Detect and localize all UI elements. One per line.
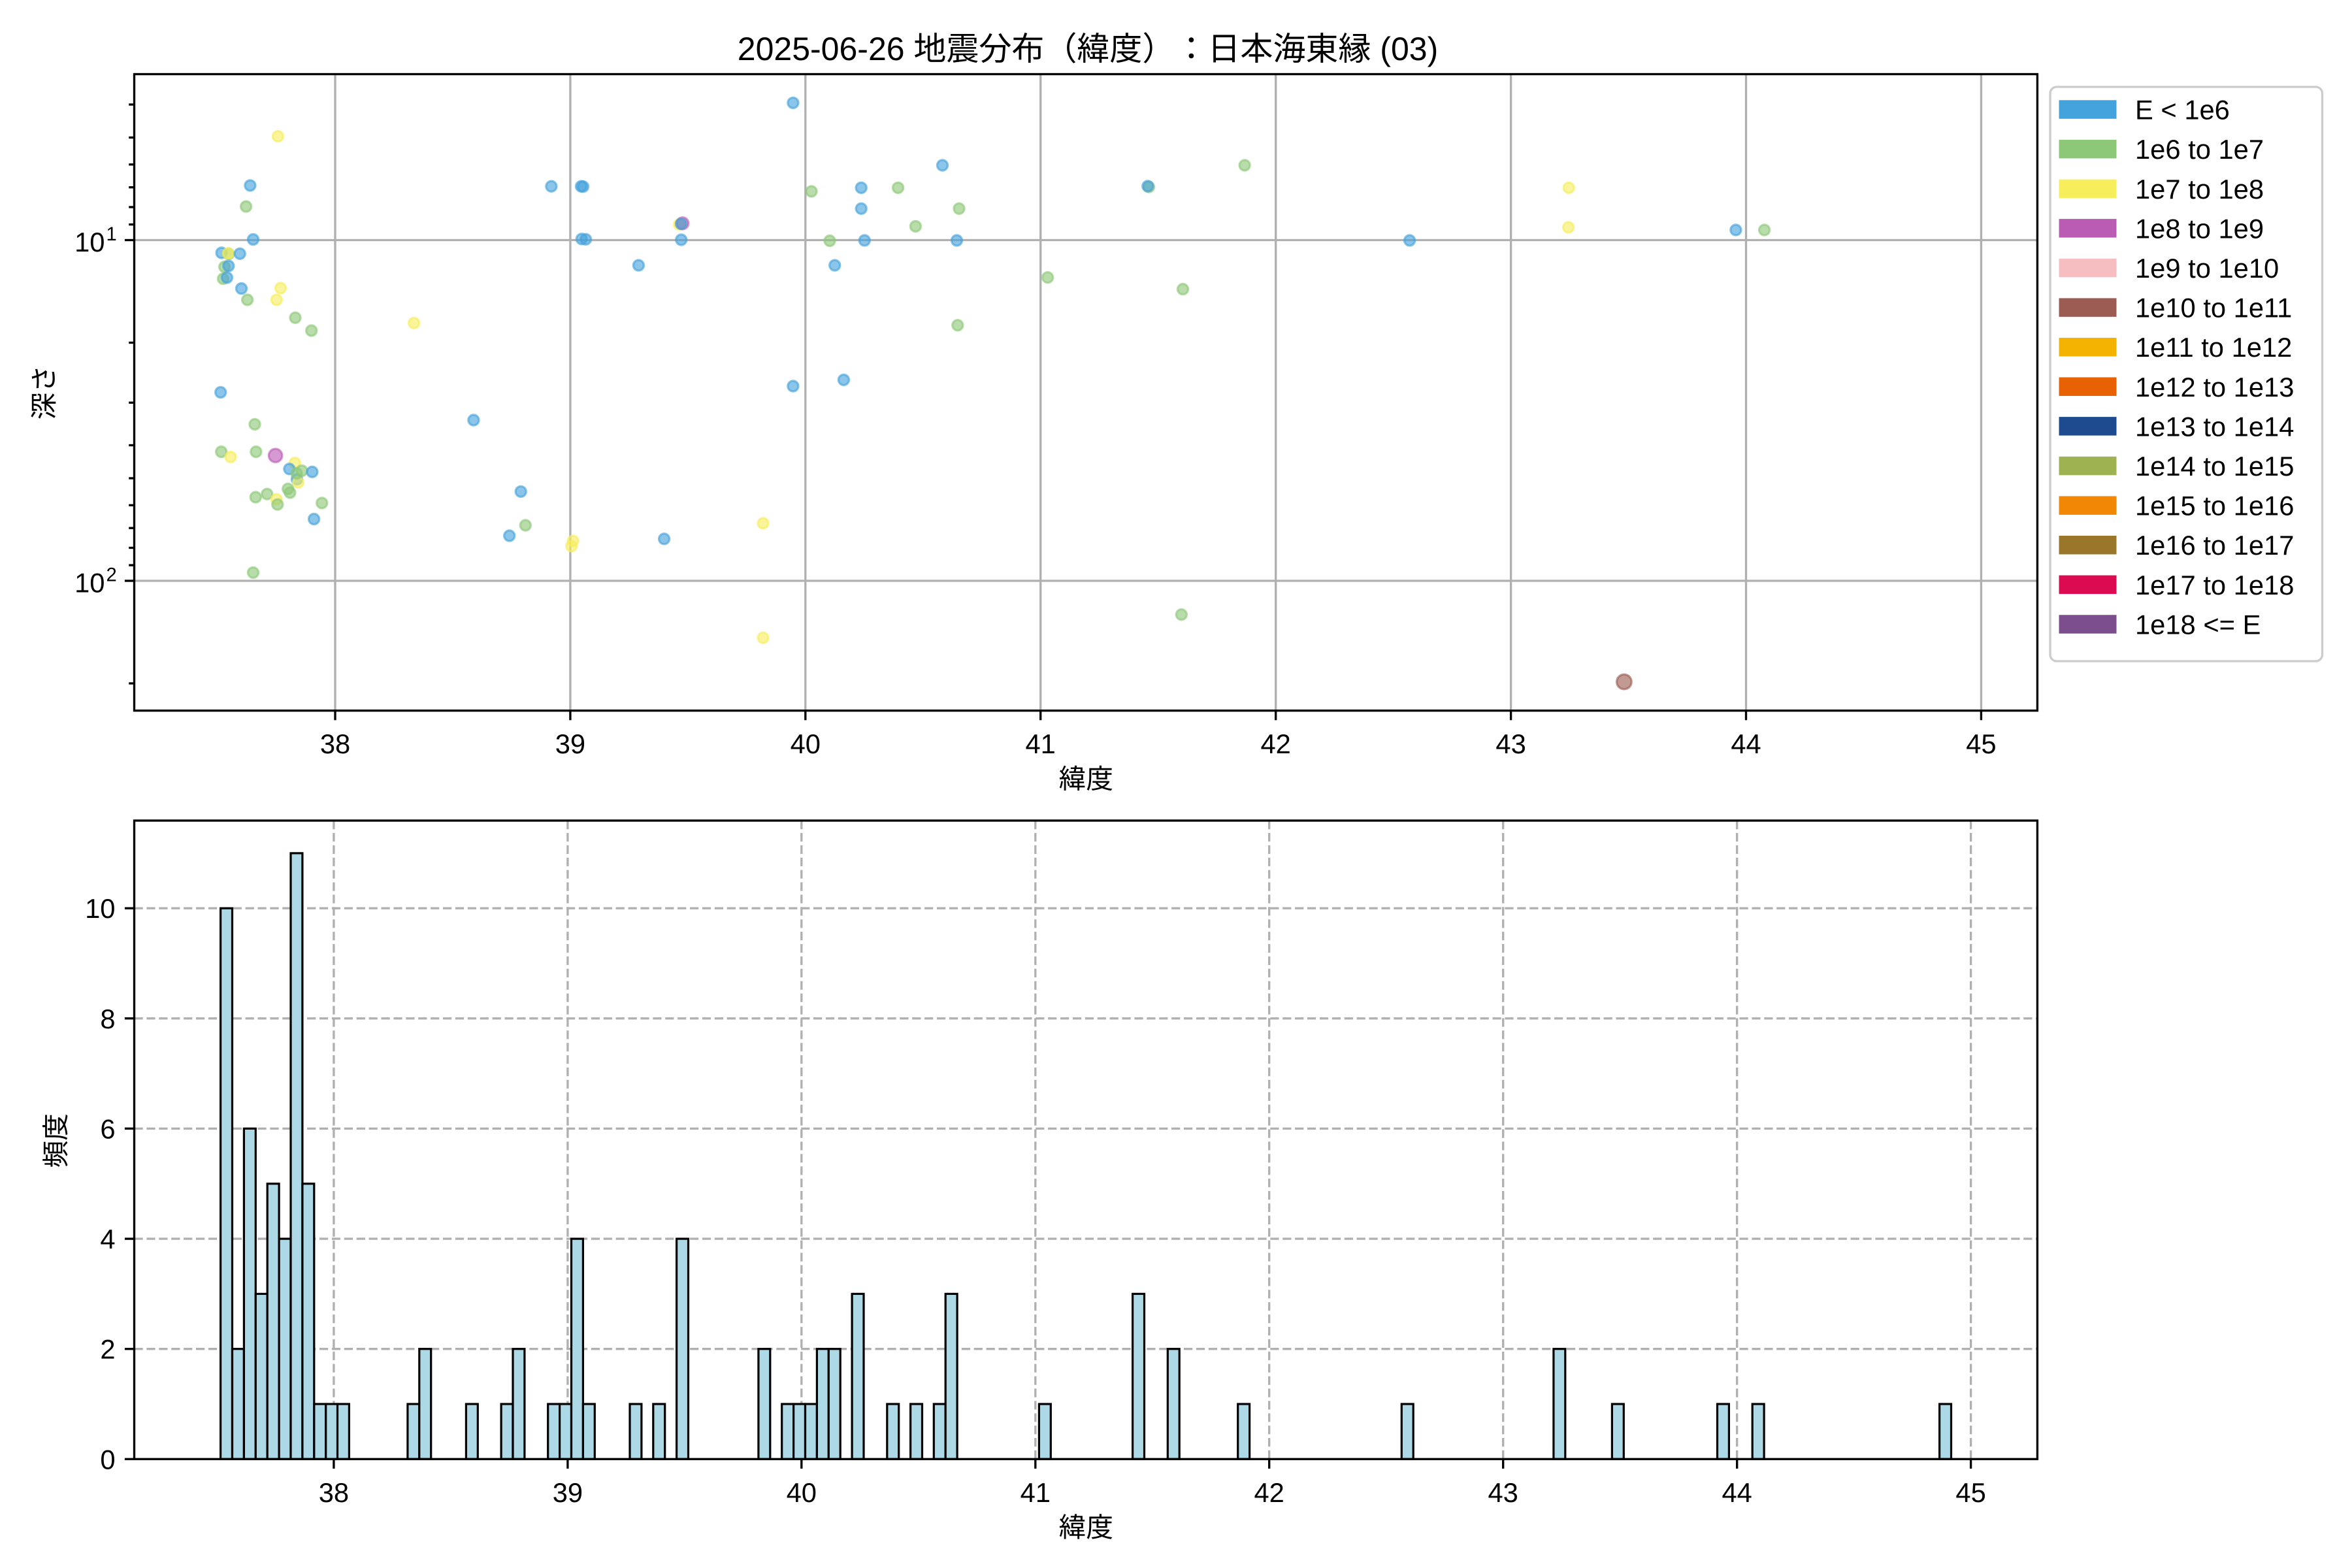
svg-text:45: 45 [1955,1477,1985,1508]
svg-text:10: 10 [85,893,115,924]
svg-text:1e10 to 1e11: 1e10 to 1e11 [2135,293,2292,323]
svg-text:2: 2 [106,565,117,586]
svg-text:10: 10 [74,227,105,257]
svg-text:43: 43 [1495,728,1526,759]
svg-text:6: 6 [100,1113,115,1144]
svg-text:38: 38 [319,1477,349,1508]
svg-text:1e16 to 1e17: 1e16 to 1e17 [2135,530,2294,561]
svg-text:2: 2 [100,1334,115,1365]
svg-text:4: 4 [100,1224,115,1254]
svg-text:10: 10 [74,568,105,598]
svg-text:1: 1 [106,224,117,245]
svg-text:1e13 to 1e14: 1e13 to 1e14 [2135,411,2294,442]
svg-text:43: 43 [1488,1477,1518,1508]
svg-text:1e17 to 1e18: 1e17 to 1e18 [2135,570,2294,600]
svg-text:1e9 to 1e10: 1e9 to 1e10 [2135,253,2279,284]
svg-text:1e7 to 1e8: 1e7 to 1e8 [2135,174,2264,204]
svg-text:E < 1e6: E < 1e6 [2135,95,2230,125]
svg-text:41: 41 [1026,728,1056,759]
svg-text:1e11 to 1e12: 1e11 to 1e12 [2135,332,2292,363]
svg-text:39: 39 [553,1477,583,1508]
svg-text:38: 38 [320,728,350,759]
svg-text:44: 44 [1731,728,1761,759]
svg-text:39: 39 [555,728,585,759]
svg-text:1e12 to 1e13: 1e12 to 1e13 [2135,372,2294,402]
svg-text:2025-06-26: 2025-06-26 [738,31,905,67]
svg-text:45: 45 [1966,728,1996,759]
svg-text:1e14 to 1e15: 1e14 to 1e15 [2135,451,2294,482]
svg-text:1e15 to 1e16: 1e15 to 1e16 [2135,491,2294,521]
svg-text:0: 0 [100,1444,115,1475]
svg-text:1e8 to 1e9: 1e8 to 1e9 [2135,213,2264,244]
svg-text:44: 44 [1722,1477,1752,1508]
svg-text:(03): (03) [1380,31,1438,67]
svg-text:41: 41 [1021,1477,1051,1508]
svg-text:40: 40 [787,1477,817,1508]
svg-text:42: 42 [1261,728,1291,759]
svg-text:1e18 <= E: 1e18 <= E [2135,609,2261,640]
svg-text:40: 40 [791,728,821,759]
svg-text:1e6 to 1e7: 1e6 to 1e7 [2135,134,2264,165]
svg-text:8: 8 [100,1004,115,1034]
svg-text:42: 42 [1254,1477,1284,1508]
